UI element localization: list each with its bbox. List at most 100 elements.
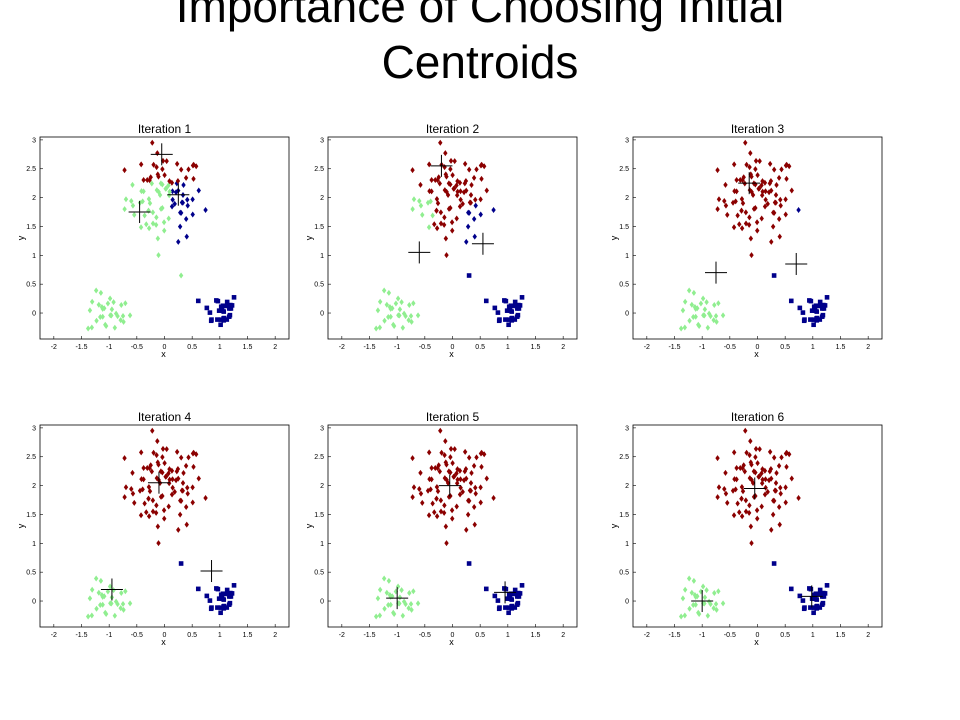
data-point bbox=[161, 507, 167, 514]
data-point bbox=[682, 612, 688, 619]
x-axis-label: x bbox=[449, 349, 454, 359]
data-point bbox=[224, 299, 230, 305]
data-point bbox=[160, 166, 165, 173]
data-point bbox=[164, 446, 169, 453]
data-point bbox=[180, 199, 186, 206]
data-point bbox=[139, 476, 144, 483]
data-point bbox=[166, 503, 171, 510]
data-point bbox=[204, 593, 210, 599]
x-tick-label: 1 bbox=[506, 632, 510, 639]
data-point bbox=[515, 600, 521, 606]
data-point bbox=[768, 465, 774, 472]
data-point bbox=[777, 233, 782, 240]
data-point bbox=[682, 298, 688, 305]
data-point bbox=[693, 593, 698, 600]
x-tick-label: -1.5 bbox=[668, 344, 680, 351]
data-point bbox=[442, 502, 447, 509]
data-point bbox=[774, 182, 779, 189]
data-point bbox=[466, 497, 471, 504]
data-point bbox=[716, 484, 722, 491]
data-point bbox=[228, 594, 234, 599]
data-point bbox=[743, 427, 748, 434]
data-point bbox=[479, 161, 484, 168]
data-point bbox=[691, 314, 696, 321]
data-point bbox=[696, 610, 702, 617]
data-point bbox=[817, 299, 823, 305]
data-point bbox=[504, 308, 510, 313]
y-axis-label: y bbox=[304, 523, 314, 528]
x-tick-label: -1.5 bbox=[363, 632, 375, 639]
data-point bbox=[144, 221, 149, 228]
x-tick-label: 0 bbox=[756, 632, 760, 639]
data-point bbox=[443, 459, 449, 466]
data-point bbox=[391, 610, 397, 617]
x-tick-label: -1.5 bbox=[363, 344, 375, 351]
data-point bbox=[503, 605, 508, 610]
data-point bbox=[705, 324, 711, 331]
data-point bbox=[167, 466, 172, 473]
data-point bbox=[162, 227, 167, 234]
data-point bbox=[478, 484, 483, 491]
data-point bbox=[132, 499, 137, 506]
data-point bbox=[735, 500, 740, 507]
data-point bbox=[466, 561, 472, 566]
data-point bbox=[748, 171, 754, 178]
data-point bbox=[417, 197, 422, 204]
data-point bbox=[451, 473, 456, 480]
data-point bbox=[141, 176, 146, 183]
data-point bbox=[458, 196, 463, 203]
centroid-marker bbox=[705, 261, 727, 284]
data-point bbox=[418, 490, 424, 497]
data-point bbox=[809, 308, 815, 313]
data-point bbox=[190, 499, 195, 506]
data-point bbox=[687, 317, 692, 324]
data-point bbox=[384, 301, 390, 308]
data-point bbox=[739, 207, 744, 214]
data-point bbox=[174, 448, 180, 455]
y-tick-label: 2 bbox=[625, 195, 629, 202]
centroid-marker bbox=[743, 477, 766, 500]
data-point bbox=[691, 289, 697, 296]
data-point bbox=[177, 223, 183, 230]
data-point bbox=[89, 298, 95, 305]
data-point bbox=[720, 312, 726, 319]
data-point bbox=[438, 209, 444, 216]
x-axis-label: x bbox=[161, 637, 166, 647]
data-point bbox=[151, 449, 156, 456]
data-point bbox=[769, 187, 774, 194]
data-point bbox=[127, 312, 133, 319]
data-point bbox=[516, 306, 522, 311]
y-tick-label: 1.5 bbox=[619, 224, 629, 231]
x-tick-label: 1 bbox=[506, 344, 510, 351]
data-point bbox=[466, 454, 472, 461]
data-point bbox=[731, 512, 737, 519]
data-point bbox=[164, 158, 169, 165]
data-point bbox=[512, 605, 518, 610]
data-point bbox=[172, 200, 177, 207]
data-point bbox=[762, 203, 768, 210]
data-point bbox=[784, 161, 789, 168]
data-point bbox=[219, 594, 225, 599]
data-point bbox=[678, 613, 684, 620]
data-point bbox=[715, 494, 720, 501]
data-point bbox=[196, 187, 201, 194]
data-point bbox=[808, 605, 813, 610]
data-point bbox=[512, 587, 518, 593]
data-point bbox=[503, 317, 508, 322]
x-tick-label: -1 bbox=[394, 344, 400, 351]
data-point bbox=[420, 211, 425, 218]
y-tick-label: 0 bbox=[32, 311, 36, 318]
data-point bbox=[160, 469, 165, 476]
data-point bbox=[716, 196, 722, 203]
data-point bbox=[753, 205, 758, 212]
data-point bbox=[458, 476, 463, 483]
data-point bbox=[98, 602, 103, 609]
data-point bbox=[176, 475, 181, 482]
data-point bbox=[464, 187, 469, 194]
data-point bbox=[155, 235, 161, 242]
data-point bbox=[774, 470, 779, 477]
data-point bbox=[479, 449, 484, 456]
data-point bbox=[771, 209, 776, 216]
data-point bbox=[215, 586, 221, 592]
data-point bbox=[763, 476, 768, 483]
